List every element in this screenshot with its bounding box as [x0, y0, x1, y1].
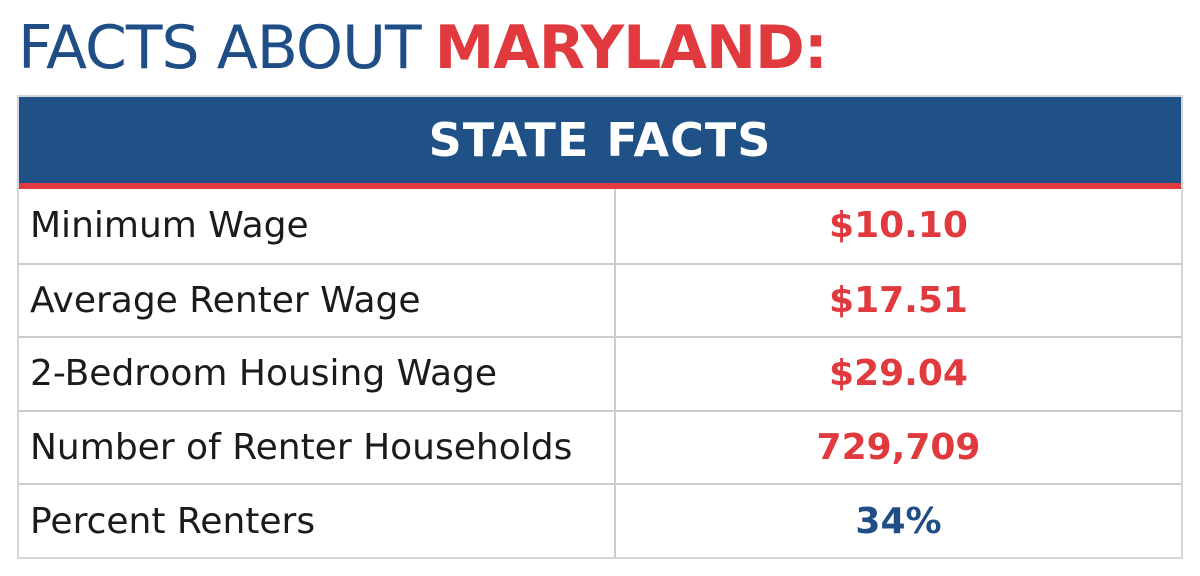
table-row-renter-households: Number of Renter Households 729,709	[19, 409, 1181, 484]
table-body: Minimum Wage $10.10 Average Renter Wage …	[19, 189, 1181, 557]
row-label: Minimum Wage	[19, 189, 616, 263]
row-label: Number of Renter Households	[19, 411, 616, 484]
row-label: 2-Bedroom Housing Wage	[19, 338, 616, 410]
page-heading: FACTS ABOUT MARYLAND:	[18, 8, 828, 88]
row-label: Average Renter Wage	[19, 264, 616, 337]
row-value: 34%	[855, 500, 942, 542]
row-value: 729,709	[816, 427, 981, 469]
table-row-percent-renters: Percent Renters 34%	[19, 483, 1181, 557]
table-title: STATE FACTS	[19, 97, 1181, 183]
table-row-average-renter-wage: Average Renter Wage $17.51	[19, 262, 1181, 337]
row-value: $10.10	[829, 205, 968, 247]
row-value: $17.51	[829, 279, 968, 321]
row-value: $29.04	[829, 353, 968, 395]
table-row-housing-wage: 2-Bedroom Housing Wage $29.04	[19, 336, 1181, 410]
heading-prefix: FACTS ABOUT	[18, 13, 422, 83]
heading-state-name: MARYLAND:	[434, 13, 828, 83]
header-accent-stripe	[19, 183, 1181, 189]
row-label: Percent Renters	[19, 485, 616, 557]
table-row-minimum-wage: Minimum Wage $10.10	[19, 189, 1181, 263]
state-facts-table: STATE FACTS Minimum Wage $10.10 Average …	[17, 95, 1183, 559]
